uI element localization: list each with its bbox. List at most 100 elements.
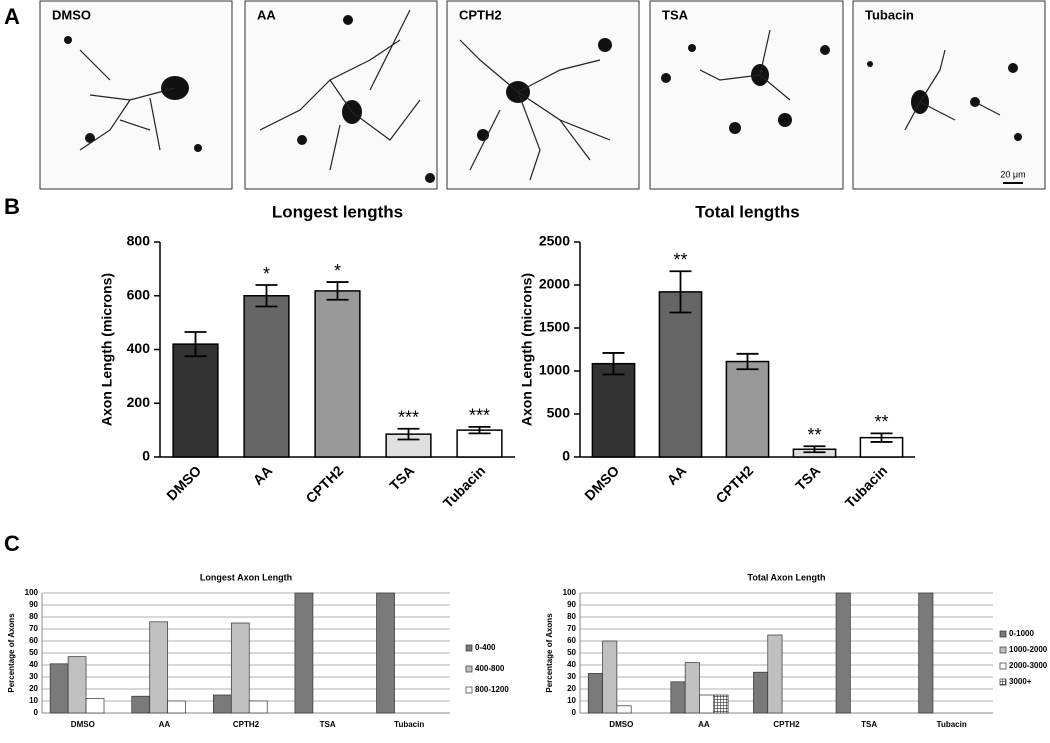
image-label: AA [257,7,276,22]
bar [172,343,219,458]
panel-letter: A [4,4,20,29]
x-tick-label: Tubacin [842,462,891,511]
y-tick-label: 10 [29,696,38,705]
panel-letter: C [4,531,20,556]
y-tick-label: 30 [29,672,38,681]
x-tick-label: TSA [792,462,823,493]
bar [456,429,503,458]
bar [49,663,69,714]
y-axis-label: Percentage of Axons [545,613,554,693]
x-tick-label: AA [159,720,171,729]
micrograph [649,0,844,190]
y-tick-label: 90 [29,600,38,609]
x-tick-label: DMSO [581,462,622,503]
error-bar [184,331,207,358]
y-tick-label: 80 [29,612,38,621]
error-bar [602,352,625,376]
x-tick-label: Tubacin [394,720,424,729]
y-tick-label: 70 [567,624,576,633]
y-tick-label: 50 [567,648,576,657]
y-tick-label: 100 [25,588,39,597]
legend-label: 800-1200 [475,685,509,694]
bar [753,671,769,714]
error-bar [397,427,420,441]
y-tick-label: 20 [567,684,576,693]
image-label: DMSO [52,7,91,22]
error-bar [736,352,759,371]
x-tick-label: Tubacin [440,462,489,511]
chart-title: Total lengths [695,202,800,221]
error-bar [255,284,278,308]
bar [602,640,618,714]
x-tick-label: TSA [320,720,336,729]
legend-label: 2000-3000 [1009,661,1048,670]
x-tick-label: CPTH2 [302,462,346,506]
x-tick-label: Tubacin [937,720,967,729]
bar [376,592,395,714]
y-tick-label: 0 [34,708,39,717]
y-tick-label: 50 [29,648,38,657]
scale-label: 20 μm [1000,169,1025,179]
y-axis-label: Axon Length (microns) [519,273,535,426]
image-label: TSA [662,7,689,22]
y-axis-label: Percentage of Axons [7,613,16,693]
bar [616,705,632,714]
x-tick-label: DMSO [71,720,95,729]
y-tick-label: 800 [127,233,151,249]
y-tick-label: 90 [567,600,576,609]
x-tick-label: TSA [386,462,417,493]
x-tick-label: DMSO [163,462,204,503]
legend-swatch [999,646,1007,654]
x-tick-label: CPTH2 [712,462,756,506]
y-tick-label: 100 [563,588,577,597]
bar [149,621,169,714]
legend-label: 0-1000 [1009,629,1034,638]
y-tick-label: 1500 [539,319,570,335]
y-tick-label: 30 [567,672,576,681]
bar [713,694,729,714]
significance: *** [469,406,490,426]
bar [767,634,783,714]
significance: ** [874,412,888,432]
legend-swatch [999,630,1007,638]
micrograph [39,0,233,190]
y-tick-label: 40 [29,660,38,669]
significance: ** [673,250,687,270]
x-tick-label: DMSO [609,720,633,729]
bar [294,592,314,714]
legend-swatch [999,678,1007,686]
chart-title: Longest Axon Length [200,572,292,582]
bar [85,698,105,714]
y-axis-label: Axon Length (microns) [99,273,115,426]
bar [658,291,703,458]
x-tick-label: AA [250,462,276,488]
significance: * [263,264,270,284]
y-tick-label: 20 [29,684,38,693]
micrograph [852,0,1046,190]
significance: *** [398,408,419,428]
significance: * [334,261,341,281]
bar [684,662,700,714]
y-tick-label: 600 [127,286,151,302]
x-tick-label: CPTH2 [233,720,260,729]
y-tick-label: 80 [567,612,576,621]
legend-swatch [465,686,473,694]
panel-letter: B [4,194,20,219]
error-bar [468,426,491,435]
bar [699,694,715,714]
significance: ** [807,425,821,445]
bar [248,700,268,714]
chart-title: Longest lengths [272,202,403,221]
y-tick-label: 500 [547,405,571,421]
x-tick-label: AA [698,720,710,729]
bar [918,592,934,714]
micrograph [446,0,640,190]
bar [835,592,851,714]
bar [587,673,603,714]
neuron-sketch [64,9,1022,183]
x-tick-label: CPTH2 [773,720,800,729]
y-tick-label: 0 [142,448,150,464]
y-tick-label: 2500 [539,233,570,249]
y-tick-label: 1000 [539,362,570,378]
bar [167,700,186,714]
